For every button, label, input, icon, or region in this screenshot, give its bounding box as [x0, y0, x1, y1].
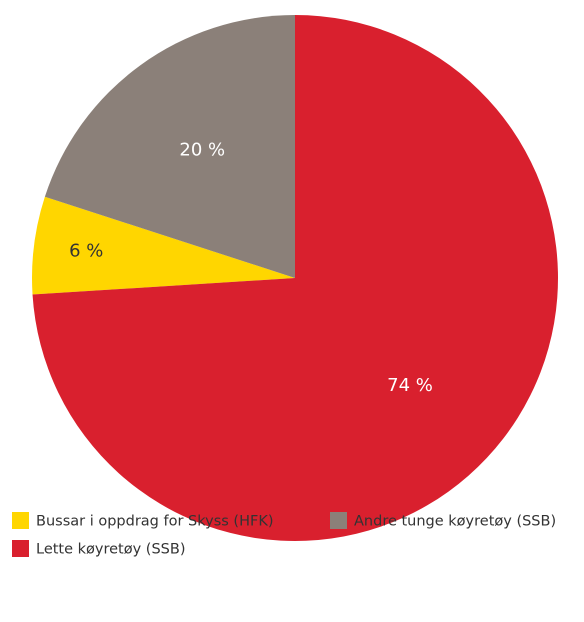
legend-label: Andre tunge køyretøy (SSB) [354, 514, 556, 530]
slice-label: 6 % [69, 241, 103, 262]
pie-slice [44, 15, 296, 278]
legend-label: Lette køyretøy (SSB) [36, 542, 185, 558]
pie-slice [32, 196, 296, 295]
legend-swatch [330, 512, 347, 529]
slice-label: 20 % [179, 139, 225, 160]
pie-slice [32, 15, 558, 541]
slice-label: 74 % [387, 375, 433, 396]
legend-swatch [12, 512, 29, 529]
legend-swatch [12, 540, 29, 557]
legend-label: Bussar i oppdrag for Skyss (HFK) [36, 514, 273, 530]
